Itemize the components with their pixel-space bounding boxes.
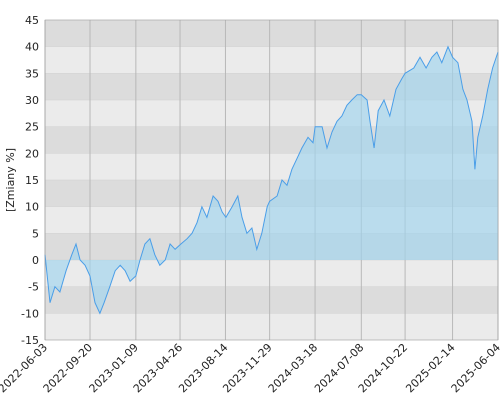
plot-border: [44, 19, 499, 341]
plot-band: [45, 313, 498, 340]
y-tick-label: 35: [25, 67, 39, 80]
y-tick-label: 0: [32, 254, 39, 267]
y-tick-label: 15: [25, 174, 39, 187]
y-axis-label: [Zmiany %]: [4, 148, 17, 212]
y-tick-label: 5: [32, 227, 39, 240]
y-tick-label: -15: [21, 334, 39, 347]
line: [44, 45, 499, 315]
y-tick-label: 20: [25, 147, 39, 160]
y-tick-label: 45: [25, 14, 39, 27]
plot-band: [45, 286, 498, 314]
y-tick-label: 10: [25, 201, 39, 214]
y-tick-label: -5: [28, 281, 39, 294]
y-tick-label: -10: [21, 307, 39, 320]
y-tick-label: 25: [25, 121, 39, 134]
plot-band: [45, 20, 498, 47]
area-fill: [45, 46, 498, 314]
y-tick-label: 40: [25, 41, 39, 54]
y-tick-label: 30: [25, 94, 39, 107]
